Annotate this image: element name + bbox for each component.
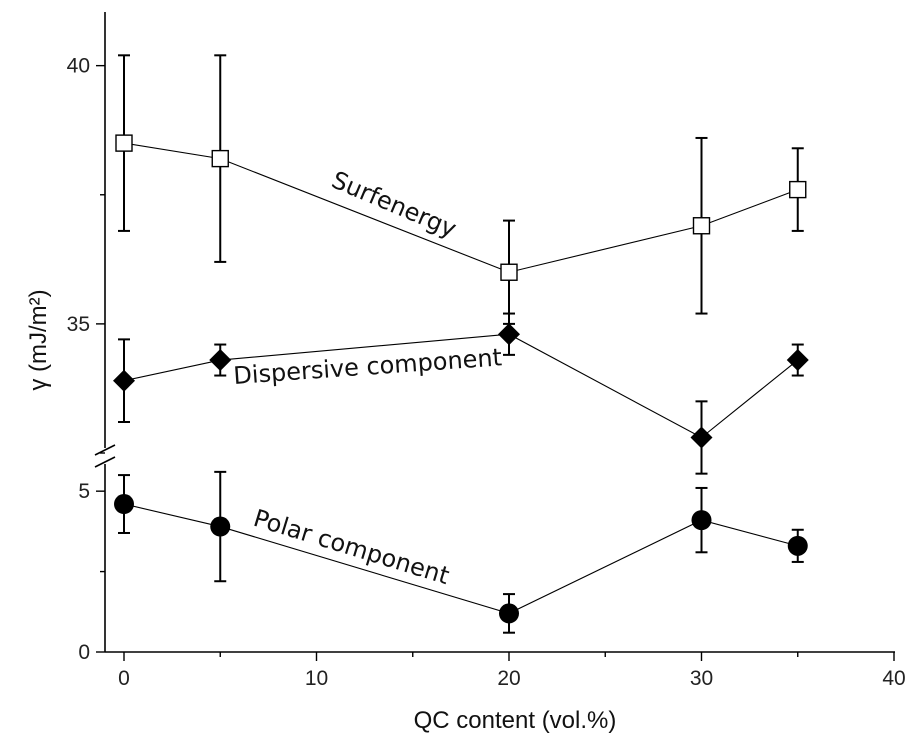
surface-energy-marker — [789, 180, 807, 199]
surface-energy-marker — [500, 263, 518, 281]
surface-energy-annotation: Surfenergy — [328, 166, 461, 244]
polar-component-marker — [787, 535, 808, 556]
dispersive-component-annotation: Dispersive component — [232, 343, 502, 390]
series-layer — [113, 54, 809, 634]
polar-component-marker — [114, 494, 134, 515]
polar-component-annotation: Polar component — [250, 504, 452, 590]
y-upper-tick-label: 40 — [67, 55, 90, 78]
polar-component-marker — [691, 510, 712, 531]
dispersive-component-marker — [786, 349, 809, 372]
x-tick-label: 0 — [118, 667, 130, 690]
axis-break-mark-top — [94, 444, 116, 456]
x-tick-label: 30 — [690, 667, 713, 690]
surface-energy-marker — [115, 134, 133, 152]
y-upper-tick-label: 35 — [67, 313, 90, 336]
axis-break-mark-bottom — [94, 456, 116, 468]
x-tick-label: 20 — [497, 667, 520, 690]
dispersive-component-marker — [113, 369, 135, 392]
y-lower-tick-label: 5 — [78, 480, 90, 503]
polar-component-marker — [210, 516, 231, 537]
y-lower-tick-label: 0 — [78, 641, 90, 664]
x-tick-label: 40 — [882, 667, 905, 690]
polar-component-marker — [499, 603, 519, 624]
dispersive-component-marker — [209, 349, 232, 372]
surface-energy-marker — [211, 149, 229, 168]
dispersive-component-marker — [690, 426, 713, 449]
surface-energy-marker — [692, 217, 711, 235]
dispersive-component-marker — [498, 323, 520, 346]
y-axis-label: γ (mJ/m²) — [25, 289, 52, 390]
x-axis-label: QC content (vol.%) — [414, 707, 617, 734]
x-tick-label: 10 — [305, 667, 328, 690]
axes: 0 10 20 30 40 35 40 0 5 — [67, 12, 906, 690]
